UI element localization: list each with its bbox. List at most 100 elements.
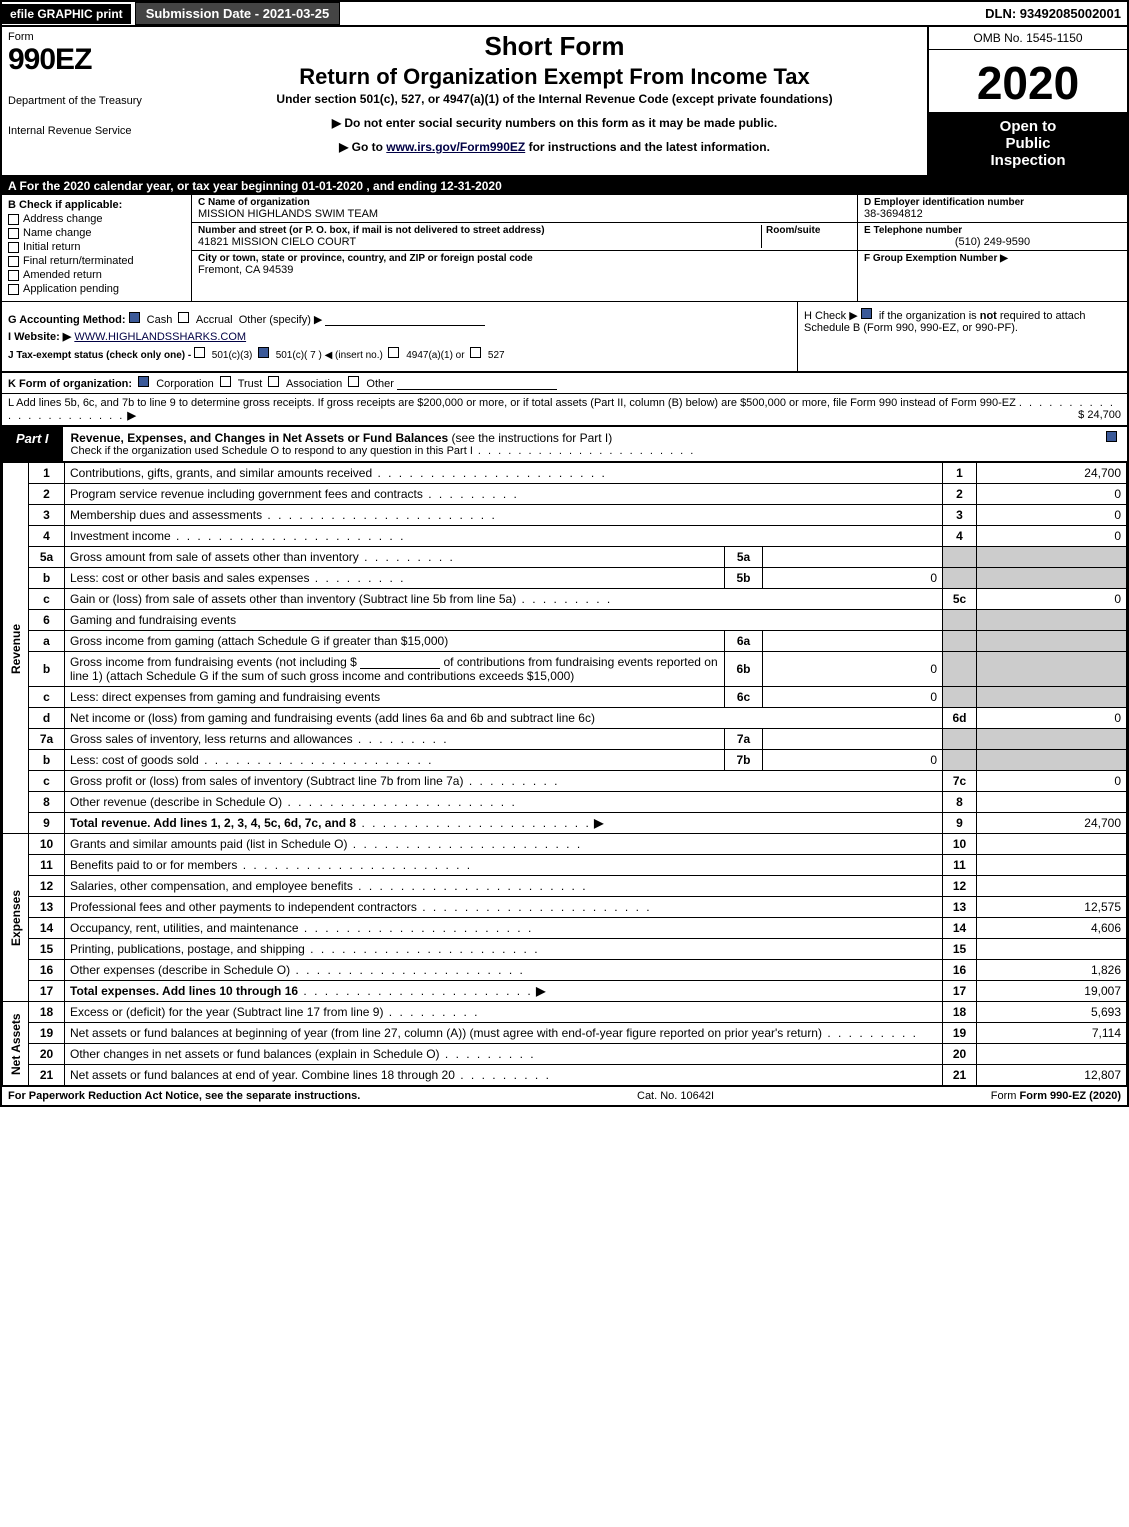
l-text: L Add lines 5b, 6c, and 7b to line 9 to … <box>8 397 1016 409</box>
ln5a-subamt <box>763 547 943 568</box>
chk-amended-return[interactable]: Amended return <box>8 269 185 281</box>
ln21-col: 21 <box>943 1065 977 1086</box>
line-11: 11 Benefits paid to or for members 11 <box>3 855 1127 876</box>
chk-501c[interactable] <box>258 347 269 358</box>
goto-link[interactable]: www.irs.gov/Form990EZ <box>386 140 525 154</box>
line-6b: b Gross income from fundraising events (… <box>3 652 1127 687</box>
ln6c-no: c <box>29 687 65 708</box>
ln19-col: 19 <box>943 1023 977 1044</box>
ln18-no: 18 <box>29 1002 65 1023</box>
ln5b-desc: Less: cost or other basis and sales expe… <box>70 571 309 585</box>
opt-amended-return: Amended return <box>23 269 102 281</box>
city-value: Fremont, CA 94539 <box>198 264 851 276</box>
short-form-title: Short Form <box>188 31 921 62</box>
ln5c-no: c <box>29 589 65 610</box>
ln4-desc: Investment income <box>70 529 171 543</box>
ln12-amt <box>977 876 1127 897</box>
info-block: G Accounting Method: Cash Accrual Other … <box>2 302 1127 372</box>
ln11-col: 11 <box>943 855 977 876</box>
line-16: 16 Other expenses (describe in Schedule … <box>3 960 1127 981</box>
ln7c-amt: 0 <box>977 771 1127 792</box>
ln17-no: 17 <box>29 981 65 1002</box>
ln16-no: 16 <box>29 960 65 981</box>
row-l: L Add lines 5b, 6c, and 7b to line 9 to … <box>2 393 1127 425</box>
line-2: 2 Program service revenue including gove… <box>3 484 1127 505</box>
part1-title: Revenue, Expenses, and Changes in Net As… <box>63 427 1099 461</box>
ln6c-desc: Less: direct expenses from gaming and fu… <box>70 690 380 704</box>
ln13-desc: Professional fees and other payments to … <box>70 900 417 914</box>
line-1: Revenue 1 Contributions, gifts, grants, … <box>3 463 1127 484</box>
ln6a-subamt <box>763 631 943 652</box>
line-5c: c Gain or (loss) from sale of assets oth… <box>3 589 1127 610</box>
ln11-amt <box>977 855 1127 876</box>
tax-year: 2020 <box>929 50 1127 110</box>
part1-header: Part I Revenue, Expenses, and Changes in… <box>2 425 1127 462</box>
footer-right: Form Form 990-EZ (2020) <box>991 1090 1121 1102</box>
ln8-amt <box>977 792 1127 813</box>
ln5a-col-grey <box>943 547 977 568</box>
l-amount: $ 24,700 <box>1078 409 1121 421</box>
ln6c-subamt: 0 <box>763 687 943 708</box>
page-footer: For Paperwork Reduction Act Notice, see … <box>2 1086 1127 1105</box>
chk-application-pending[interactable]: Application pending <box>8 283 185 295</box>
chk-4947[interactable] <box>388 347 399 358</box>
open-public-badge: Open to Public Inspection <box>929 112 1127 175</box>
ln10-col: 10 <box>943 834 977 855</box>
other-org-line[interactable] <box>397 389 557 390</box>
ln11-no: 11 <box>29 855 65 876</box>
ln6a-no: a <box>29 631 65 652</box>
part1-tab: Part I <box>2 427 63 461</box>
ln1-amt: 24,700 <box>977 463 1127 484</box>
chk-schedule-o[interactable] <box>1106 431 1117 442</box>
chk-527[interactable] <box>470 347 481 358</box>
expenses-label: Expenses <box>3 834 29 1002</box>
ln19-amt: 7,114 <box>977 1023 1127 1044</box>
chk-address-change[interactable]: Address change <box>8 213 185 225</box>
tax-year-row: A For the 2020 calendar year, or tax yea… <box>2 177 1127 195</box>
box-c: C Name of organization MISSION HIGHLANDS… <box>192 195 857 301</box>
chk-initial-return[interactable]: Initial return <box>8 241 185 253</box>
ln13-col: 13 <box>943 897 977 918</box>
goto-suffix: for instructions and the latest informat… <box>525 140 770 154</box>
checkbox-icon <box>8 270 19 281</box>
opt-other-specify: Other (specify) ▶ <box>239 314 323 326</box>
chk-final-return[interactable]: Final return/terminated <box>8 255 185 267</box>
street-value: 41821 MISSION CIELO COURT <box>198 236 761 248</box>
revenue-label: Revenue <box>3 463 29 834</box>
other-specify-line[interactable] <box>325 325 485 326</box>
open-line3: Inspection <box>990 152 1065 169</box>
line-18: Net Assets 18 Excess or (deficit) for th… <box>3 1002 1127 1023</box>
checkbox-icon <box>8 256 19 267</box>
chk-corporation[interactable] <box>138 376 149 387</box>
ln19-desc: Net assets or fund balances at beginning… <box>70 1026 822 1040</box>
checkbox-icon <box>8 214 19 225</box>
chk-other-org[interactable] <box>348 376 359 387</box>
chk-trust[interactable] <box>220 376 231 387</box>
box-b: B Check if applicable: Address change Na… <box>2 195 192 301</box>
ln16-desc: Other expenses (describe in Schedule O) <box>70 963 290 977</box>
opt-501c3: 501(c)(3) <box>212 350 253 361</box>
chk-501c3[interactable] <box>194 347 205 358</box>
chk-schedule-b[interactable] <box>861 308 872 319</box>
chk-association[interactable] <box>268 376 279 387</box>
form-number: 990EZ <box>8 43 176 77</box>
ln7c-desc: Gross profit or (loss) from sales of inv… <box>70 774 463 788</box>
ln7b-desc: Less: cost of goods sold <box>70 753 199 767</box>
ln6a-desc: Gross income from gaming (attach Schedul… <box>65 631 725 652</box>
chk-cash[interactable] <box>129 312 140 323</box>
goto-instructions: ▶ Go to www.irs.gov/Form990EZ for instru… <box>188 140 921 154</box>
chk-name-change[interactable]: Name change <box>8 227 185 239</box>
line-15: 15 Printing, publications, postage, and … <box>3 939 1127 960</box>
ln15-amt <box>977 939 1127 960</box>
line-3: 3 Membership dues and assessments 3 0 <box>3 505 1127 526</box>
phone-label: E Telephone number <box>864 225 1121 236</box>
ln20-no: 20 <box>29 1044 65 1065</box>
ln9-amt: 24,700 <box>977 813 1127 834</box>
chk-accrual[interactable] <box>178 312 189 323</box>
ln4-no: 4 <box>29 526 65 547</box>
ln17-desc: Total expenses. Add lines 10 through 16 <box>70 984 298 998</box>
checkbox-icon <box>8 228 19 239</box>
website-link[interactable]: WWW.HIGHLANDSSHARKS.COM <box>74 331 246 343</box>
efile-print-button[interactable]: efile GRAPHIC print <box>2 4 131 24</box>
h-not: not <box>980 310 997 322</box>
